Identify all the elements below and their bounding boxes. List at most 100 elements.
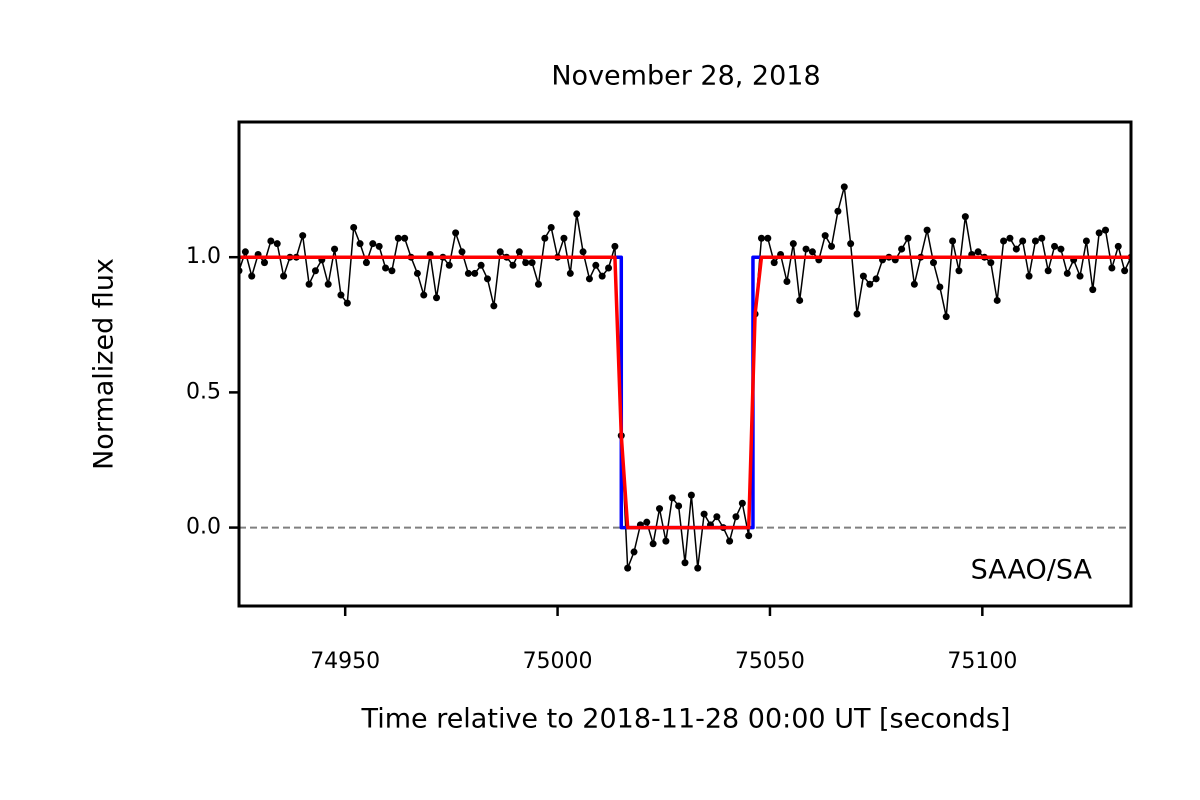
data-point (700, 510, 708, 518)
data-point (687, 491, 695, 499)
data-point (694, 564, 702, 572)
series-line (239, 255, 1131, 530)
data-point (828, 242, 836, 250)
data-point (585, 275, 593, 283)
data-point (388, 267, 396, 275)
data-point (942, 313, 950, 321)
data-point (496, 248, 504, 256)
data-point (356, 240, 364, 248)
data-point (789, 240, 797, 248)
x-axis-label: Time relative to 2018-11-28 00:00 UT [se… (361, 704, 1011, 735)
data-point (598, 272, 606, 280)
data-point (573, 210, 581, 218)
y-tick-label: 1.0 (186, 244, 221, 269)
data-point (808, 248, 816, 256)
data-point (662, 537, 670, 545)
data-point (515, 248, 523, 256)
data-point (847, 240, 855, 248)
data-point (681, 559, 689, 567)
data-point (248, 272, 256, 280)
y-tick-label: 0.0 (186, 515, 221, 540)
data-point (1089, 286, 1097, 294)
data-point (534, 280, 542, 288)
data-point (961, 213, 969, 221)
data-point (267, 237, 275, 245)
data-point (1076, 272, 1084, 280)
data-point (1108, 264, 1116, 272)
data-point (764, 234, 772, 242)
data-point (382, 264, 390, 272)
x-tick-label: 74950 (310, 649, 380, 674)
data-point (757, 234, 765, 242)
data-point (350, 223, 358, 231)
data-point (745, 532, 753, 540)
data-point (624, 564, 632, 572)
data-point (1006, 234, 1014, 242)
data-point (490, 302, 498, 310)
data-point (452, 229, 460, 237)
data-point (859, 272, 867, 280)
data-point (445, 261, 453, 269)
data-point (649, 540, 657, 548)
data-point (566, 269, 574, 277)
data-point (413, 269, 421, 277)
data-point (420, 291, 428, 299)
data-point (1019, 237, 1027, 245)
data-point (343, 299, 351, 307)
data-point (1044, 267, 1052, 275)
data-point (821, 232, 829, 240)
data-point (1063, 269, 1071, 277)
data-point (299, 232, 307, 240)
data-point (1051, 242, 1059, 250)
data-point (955, 267, 963, 275)
data-point (923, 226, 931, 234)
data-point (241, 248, 249, 256)
data-point (936, 283, 944, 291)
data-point (605, 264, 613, 272)
x-tick-label: 75100 (947, 649, 1017, 674)
data-point (987, 259, 995, 267)
data-point (362, 259, 370, 267)
data-point (401, 234, 409, 242)
data-point (656, 505, 664, 513)
data-point (1095, 229, 1103, 237)
data-point (522, 259, 530, 267)
data-point (1000, 237, 1008, 245)
data-point (1038, 234, 1046, 242)
annotation: SAAO/SA (971, 555, 1093, 586)
data-point (1102, 226, 1110, 234)
data-point (929, 259, 937, 267)
data-point (898, 245, 906, 253)
data-point (471, 269, 479, 277)
data-point (433, 294, 441, 302)
data-point (1121, 267, 1129, 275)
data-point (483, 275, 491, 283)
data-point (547, 223, 555, 231)
y-tick-label: 0.5 (186, 379, 221, 404)
data-point (464, 269, 472, 277)
data-point (949, 237, 957, 245)
data-point (853, 310, 861, 318)
data-point (592, 261, 600, 269)
plot-area (239, 183, 1131, 572)
data-point (541, 234, 549, 242)
data-point (311, 267, 319, 275)
data-point (904, 234, 912, 242)
data-point (668, 494, 676, 502)
data-point (675, 502, 683, 510)
data-point (974, 248, 982, 256)
data-point (783, 278, 791, 286)
data-point (324, 280, 332, 288)
data-point (375, 242, 383, 250)
data-point (305, 280, 313, 288)
data-point (732, 513, 740, 521)
data-point (337, 291, 345, 299)
axes-frame (237, 120, 1133, 608)
data-point (369, 240, 377, 248)
x-tick-label: 75000 (523, 649, 593, 674)
data-point (477, 261, 485, 269)
data-point (910, 280, 918, 288)
data-point (866, 280, 874, 288)
